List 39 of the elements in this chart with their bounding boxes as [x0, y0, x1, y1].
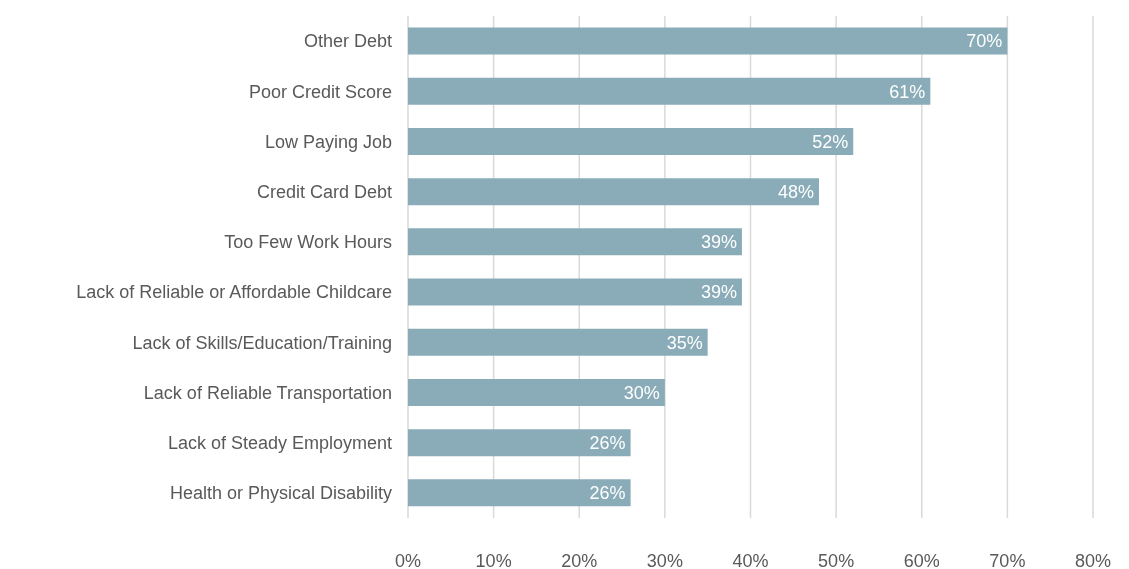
bar: [408, 328, 708, 356]
data-label: 26%: [589, 433, 626, 454]
y-tick-label: Health or Physical Disability: [169, 483, 392, 504]
y-tick-label: Lack of Steady Employment: [167, 433, 392, 454]
y-tick-label: Other Debt: [303, 31, 392, 52]
data-label: 61%: [889, 81, 926, 102]
data-label: 48%: [777, 182, 814, 203]
data-label: 30%: [623, 382, 660, 403]
bar: [408, 378, 665, 406]
x-tick-label: 50%: [818, 550, 855, 569]
x-tick-label: 10%: [475, 550, 512, 569]
y-tick-label: Low Paying Job: [264, 131, 392, 152]
x-tick-label: 70%: [989, 550, 1026, 569]
x-tick-label: 60%: [903, 550, 940, 569]
bar: [408, 479, 631, 507]
bar: [408, 429, 631, 457]
x-tick-label: 0%: [394, 550, 422, 569]
y-tick-label: Lack of Skills/Education/Training: [132, 332, 392, 353]
bar: [408, 228, 742, 256]
data-label: 26%: [589, 483, 626, 504]
x-tick-label: 80%: [1074, 550, 1112, 569]
data-label: 35%: [666, 332, 703, 353]
y-tick-label: Too Few Work Hours: [224, 232, 392, 253]
bar: [408, 178, 819, 206]
data-label: 39%: [700, 282, 737, 303]
y-tick-label: Poor Credit Score: [248, 81, 392, 102]
data-label: 70%: [966, 31, 1003, 52]
bar: [408, 27, 1008, 55]
bar: [408, 77, 931, 105]
bar: [408, 127, 854, 155]
data-label: 52%: [812, 131, 849, 152]
y-tick-label: Lack of Reliable Transportation: [143, 382, 392, 403]
y-tick-label: Lack of Reliable or Affordable Childcare: [76, 282, 392, 303]
x-tick-label: 20%: [561, 550, 598, 569]
bar: [408, 278, 742, 306]
y-tick-label: Credit Card Debt: [256, 182, 392, 203]
x-tick-label: 40%: [732, 550, 769, 569]
x-tick-label: 30%: [646, 550, 683, 569]
data-label: 39%: [700, 232, 737, 253]
